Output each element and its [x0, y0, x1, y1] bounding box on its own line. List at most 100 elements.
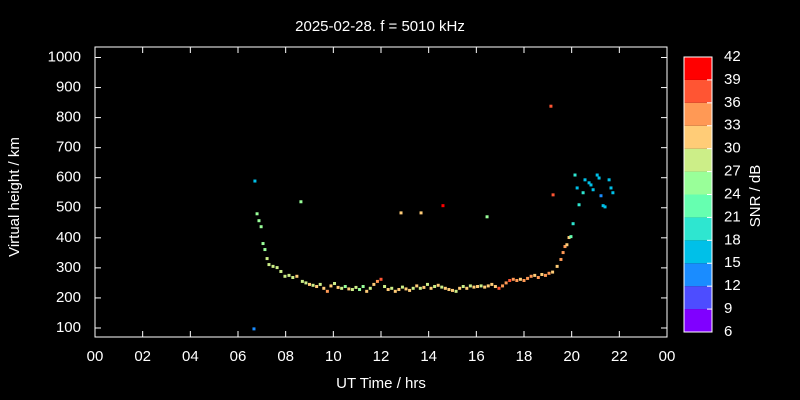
- data-point: [483, 285, 487, 289]
- data-point: [609, 186, 613, 190]
- data-point: [400, 285, 404, 289]
- data-point: [529, 274, 533, 278]
- data-point: [599, 194, 603, 198]
- y-tick-label: 900: [56, 79, 81, 96]
- plot-frame: [94, 46, 668, 338]
- data-point: [271, 264, 275, 268]
- data-point: [422, 285, 426, 289]
- colorbar-band: [684, 240, 712, 264]
- data-point: [399, 211, 403, 215]
- colorbar-band: [684, 79, 712, 103]
- data-point: [383, 285, 387, 289]
- colorbar-tick-label: 27: [724, 163, 741, 180]
- data-point: [490, 282, 494, 286]
- data-point: [279, 269, 283, 273]
- data-point: [458, 286, 462, 290]
- data-point: [429, 286, 433, 290]
- data-point: [511, 277, 515, 281]
- data-point: [518, 277, 522, 281]
- y-tick-label: 800: [56, 109, 81, 126]
- colorbar-tick-label: 30: [724, 140, 741, 157]
- data-point: [304, 281, 308, 285]
- data-point: [368, 286, 372, 290]
- data-point: [379, 277, 383, 281]
- data-point: [343, 285, 347, 289]
- data-point: [536, 275, 540, 279]
- data-point: [549, 104, 553, 108]
- data-point: [508, 279, 512, 283]
- colorbar-band: [684, 309, 712, 332]
- x-tick-label: 14: [420, 348, 437, 365]
- x-axis-label: UT Time / hrs: [336, 375, 426, 392]
- data-point: [441, 204, 445, 208]
- data-point: [559, 257, 563, 261]
- data-point: [501, 284, 505, 288]
- colorbar-tick-label: 12: [724, 277, 741, 294]
- x-tick-label: 08: [277, 348, 294, 365]
- colorbar-tick-label: 36: [724, 94, 741, 111]
- data-point: [515, 279, 519, 283]
- data-point: [479, 284, 483, 288]
- data-point: [408, 288, 412, 292]
- data-point: [461, 285, 465, 289]
- data-point: [361, 285, 365, 289]
- data-point: [375, 279, 379, 283]
- x-tick-label: 00: [87, 348, 104, 365]
- colorbar-tick-label: 6: [724, 323, 732, 340]
- data-point: [372, 282, 376, 286]
- data-point: [569, 235, 573, 239]
- colorbar-band: [684, 263, 712, 287]
- data-point: [607, 178, 611, 182]
- data-point: [565, 243, 569, 247]
- x-tick-label: 10: [325, 348, 342, 365]
- y-tick-label: 700: [56, 139, 81, 156]
- data-point: [358, 288, 362, 292]
- data-point: [563, 245, 567, 249]
- data-point: [583, 178, 587, 182]
- data-point: [555, 264, 559, 268]
- data-point: [393, 289, 397, 293]
- data-point: [325, 289, 329, 293]
- colorbar-tick-label: 9: [724, 300, 732, 317]
- data-point: [315, 285, 319, 289]
- data-point: [275, 266, 279, 270]
- chart-title: 2025-02-28. f = 5010 kHz: [295, 18, 465, 35]
- data-point: [252, 327, 256, 331]
- y-tick-label: 500: [56, 199, 81, 216]
- data-point: [350, 288, 354, 292]
- data-point: [261, 242, 265, 246]
- data-point: [589, 183, 593, 187]
- data-point: [419, 211, 423, 215]
- colorbar-label: SNR / dB: [747, 165, 764, 228]
- data-point: [476, 285, 480, 289]
- y-tick-label: 200: [56, 289, 81, 306]
- colorbar-tick-label: 42: [724, 48, 741, 65]
- data-point: [257, 219, 261, 223]
- data-point: [347, 287, 351, 291]
- data-point: [493, 285, 497, 289]
- x-tick-label: 18: [516, 348, 533, 365]
- colorbar-band: [684, 286, 712, 310]
- data-point: [547, 271, 551, 275]
- colorbar-tick-label: 15: [724, 254, 741, 271]
- data-point: [336, 285, 340, 289]
- x-tick-label: 06: [230, 348, 247, 365]
- y-axis-label: Virtual height / km: [6, 137, 23, 257]
- colorbar-tick-label: 21: [724, 208, 741, 225]
- data-point: [603, 205, 607, 209]
- x-tick-label: 16: [468, 348, 485, 365]
- data-point: [587, 181, 591, 185]
- x-tick-label: 04: [182, 348, 199, 365]
- x-tick-label: 02: [134, 348, 151, 365]
- data-point: [486, 284, 490, 288]
- data-point: [411, 286, 415, 290]
- data-point: [299, 200, 303, 204]
- data-point: [551, 270, 555, 274]
- colorbar-band: [684, 102, 712, 126]
- data-point: [571, 222, 575, 226]
- data-point: [540, 272, 544, 276]
- data-point: [425, 282, 429, 286]
- data-point: [543, 273, 547, 277]
- data-point: [322, 286, 326, 290]
